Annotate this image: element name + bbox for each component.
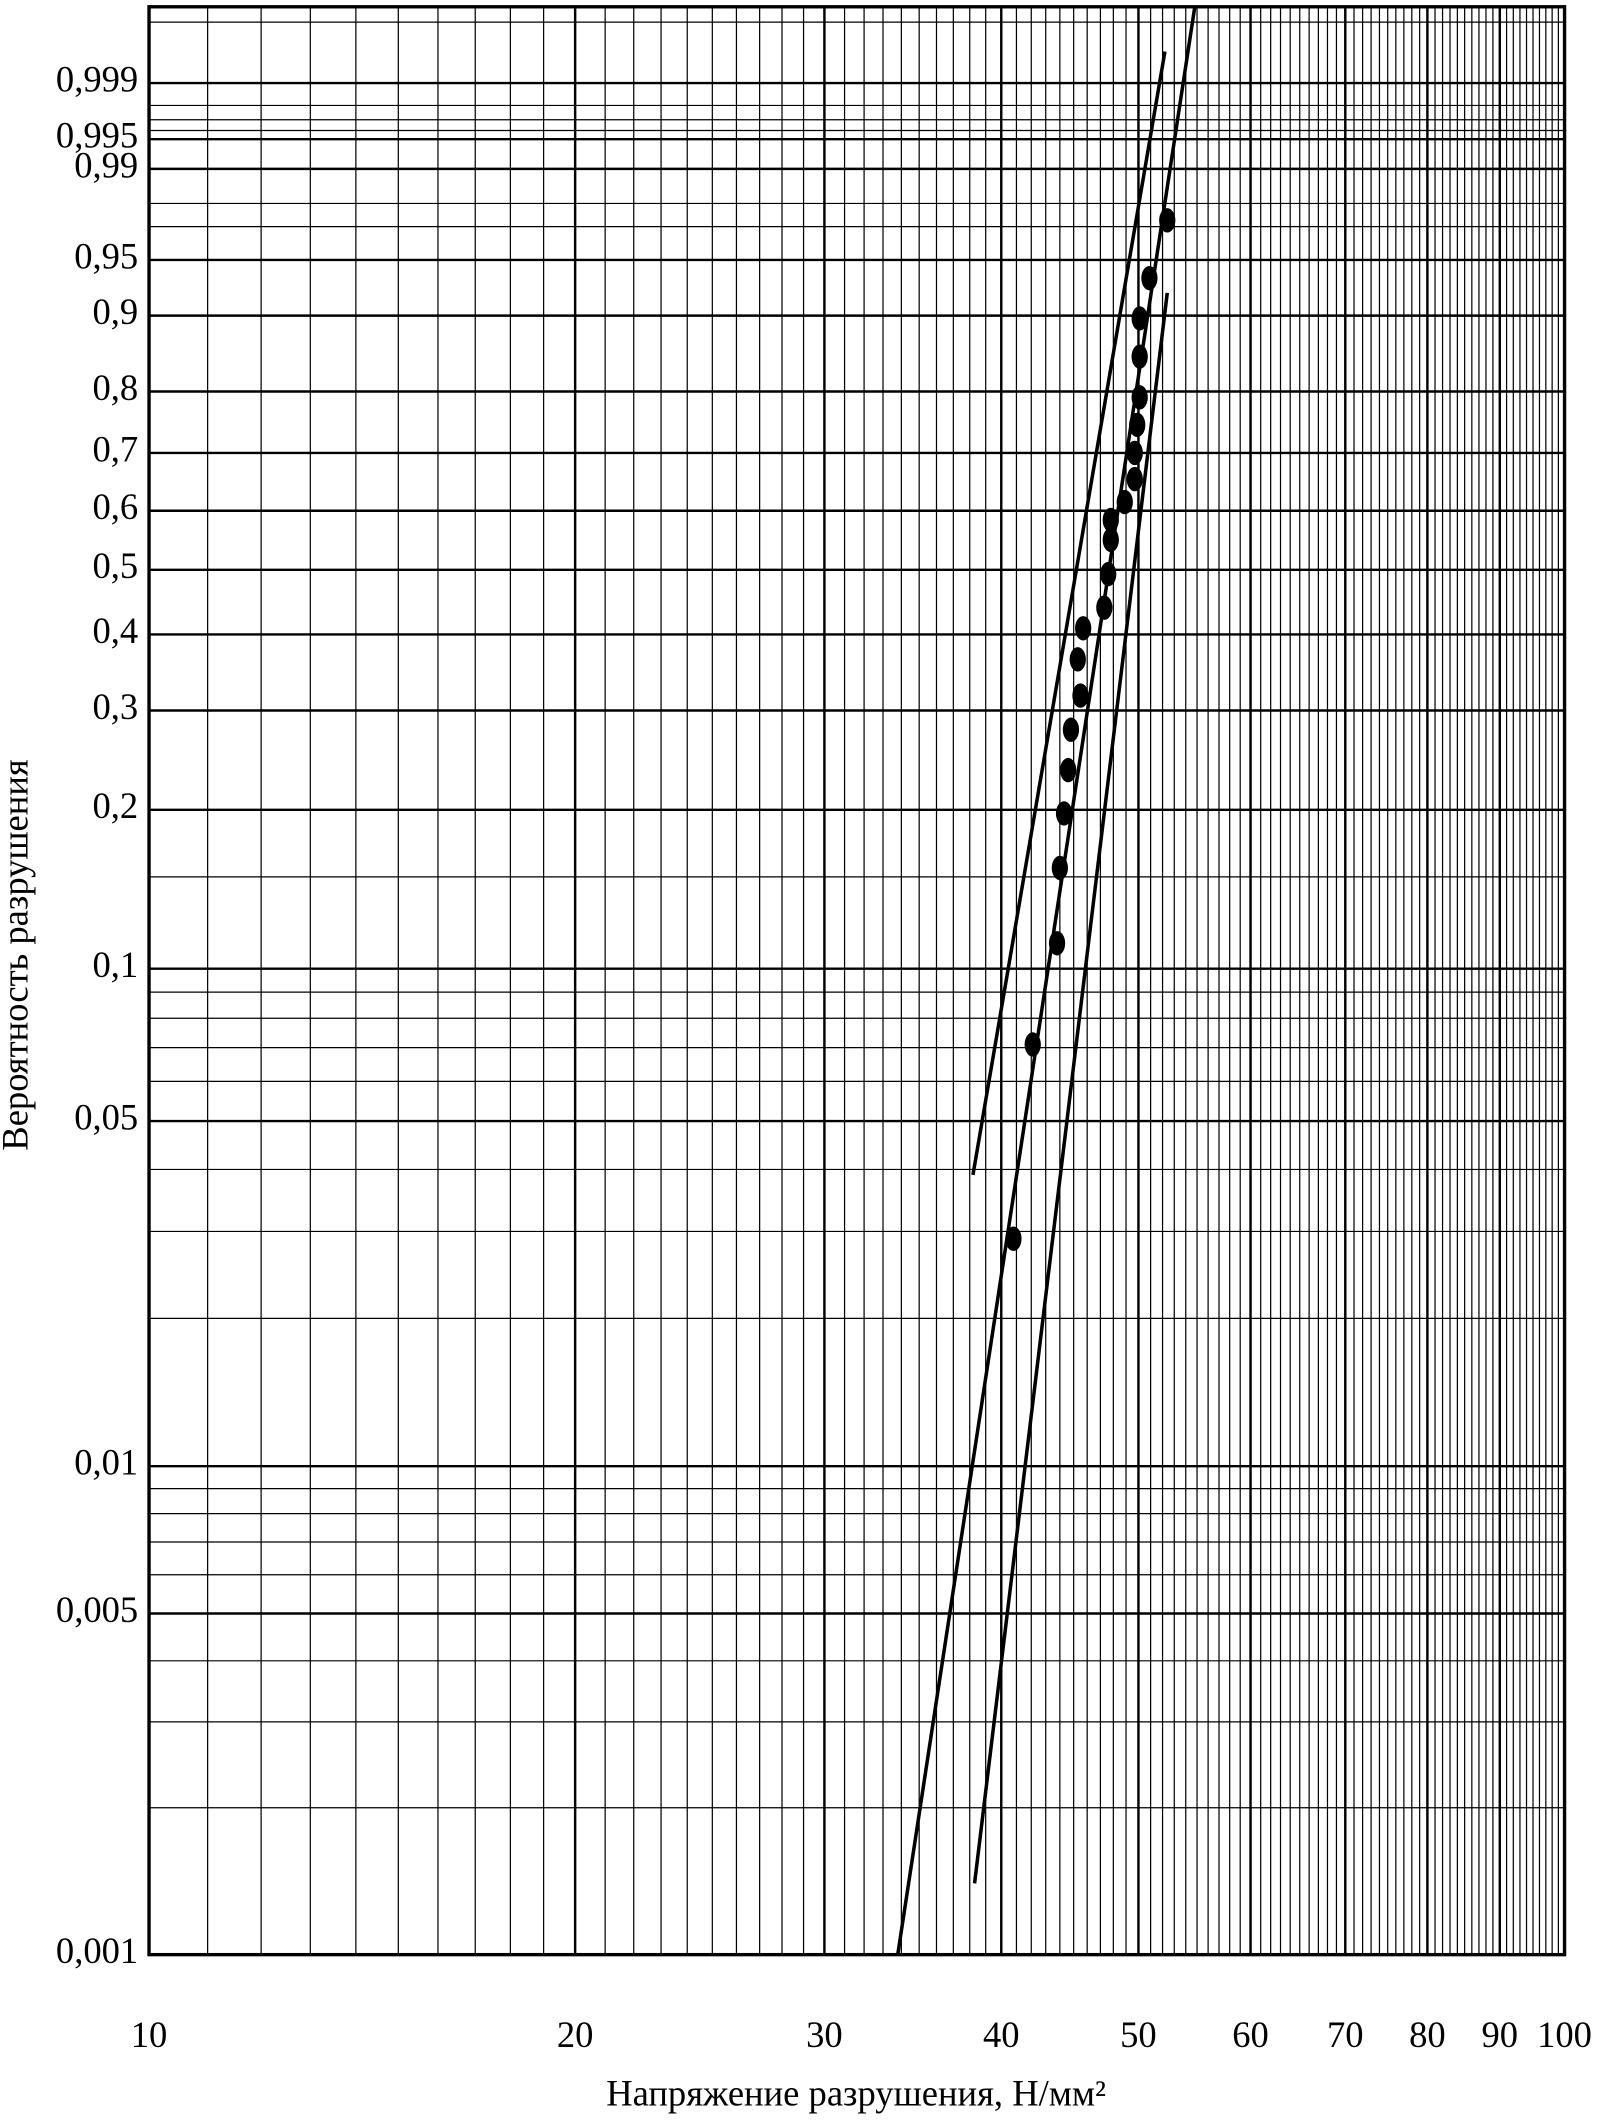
x-tick-label: 20 — [557, 2014, 594, 2055]
data-point — [1005, 1226, 1022, 1251]
data-point — [1024, 1032, 1041, 1057]
y-tick-label: 0,1 — [92, 944, 138, 985]
data-point — [1129, 412, 1146, 438]
y-tick-label: 0,4 — [92, 610, 138, 651]
data-point — [1072, 683, 1089, 708]
y-tick-label: 0,6 — [92, 486, 138, 527]
y-axis-label: Вероятность разрушения — [0, 759, 35, 1151]
data-point — [1102, 527, 1119, 553]
y-tick-label: 0,95 — [74, 235, 138, 276]
x-tick-label: 80 — [1409, 2014, 1446, 2055]
data-point — [1116, 489, 1133, 515]
y-tick-label: 0,995 — [56, 115, 138, 156]
plot-frame — [147, 5, 1567, 1957]
data-point — [1048, 931, 1066, 956]
y-tick-label: 0,2 — [92, 785, 138, 826]
x-tick-label: 30 — [806, 2014, 843, 2055]
data-point — [1131, 306, 1148, 331]
y-tick-label: 0,9 — [92, 291, 138, 332]
data-point — [1159, 208, 1176, 233]
x-axis-label: Напряжение разрушения, Н/мм² — [606, 2072, 1106, 2113]
data-point — [1060, 757, 1077, 783]
data-point — [1051, 855, 1068, 881]
fit-line — [971, 51, 1167, 1176]
y-tick-label: 0,3 — [92, 686, 138, 727]
y-tick-label: 0,001 — [56, 1930, 138, 1971]
x-tick-label: 70 — [1327, 2014, 1364, 2055]
data-point — [1069, 647, 1086, 672]
y-tick-label: 0,7 — [92, 428, 138, 469]
fit-line — [895, 6, 1197, 1955]
data-point — [1062, 717, 1080, 742]
y-tick-label: 0,5 — [92, 545, 138, 586]
x-tick-label: 90 — [1482, 2014, 1519, 2055]
plot-area — [149, 6, 1565, 1955]
fit-line — [972, 292, 1170, 1884]
data-point — [1126, 466, 1143, 492]
x-tick-label: 10 — [131, 2014, 168, 2055]
data-point — [1131, 344, 1148, 369]
y-tick-label: 0,8 — [92, 367, 138, 408]
y-tick-label: 0,01 — [74, 1442, 138, 1483]
y-tick-label: 0,05 — [74, 1096, 138, 1137]
data-point — [1141, 265, 1158, 291]
data-point — [1055, 801, 1073, 826]
data-point — [1096, 595, 1113, 620]
data-point — [1075, 616, 1092, 641]
y-tick-label: 0,99 — [74, 144, 138, 185]
data-point — [1100, 561, 1117, 587]
x-tick-label: 50 — [1120, 2014, 1157, 2055]
y-tick-label: 0,999 — [56, 58, 138, 99]
x-tick-label: 100 — [1537, 2014, 1592, 2055]
x-tick-label: 40 — [983, 2014, 1020, 2055]
data-point — [1131, 385, 1148, 410]
x-tick-label: 60 — [1232, 2014, 1269, 2055]
data-point — [1102, 507, 1119, 533]
y-tick-label: 0,005 — [56, 1589, 138, 1630]
